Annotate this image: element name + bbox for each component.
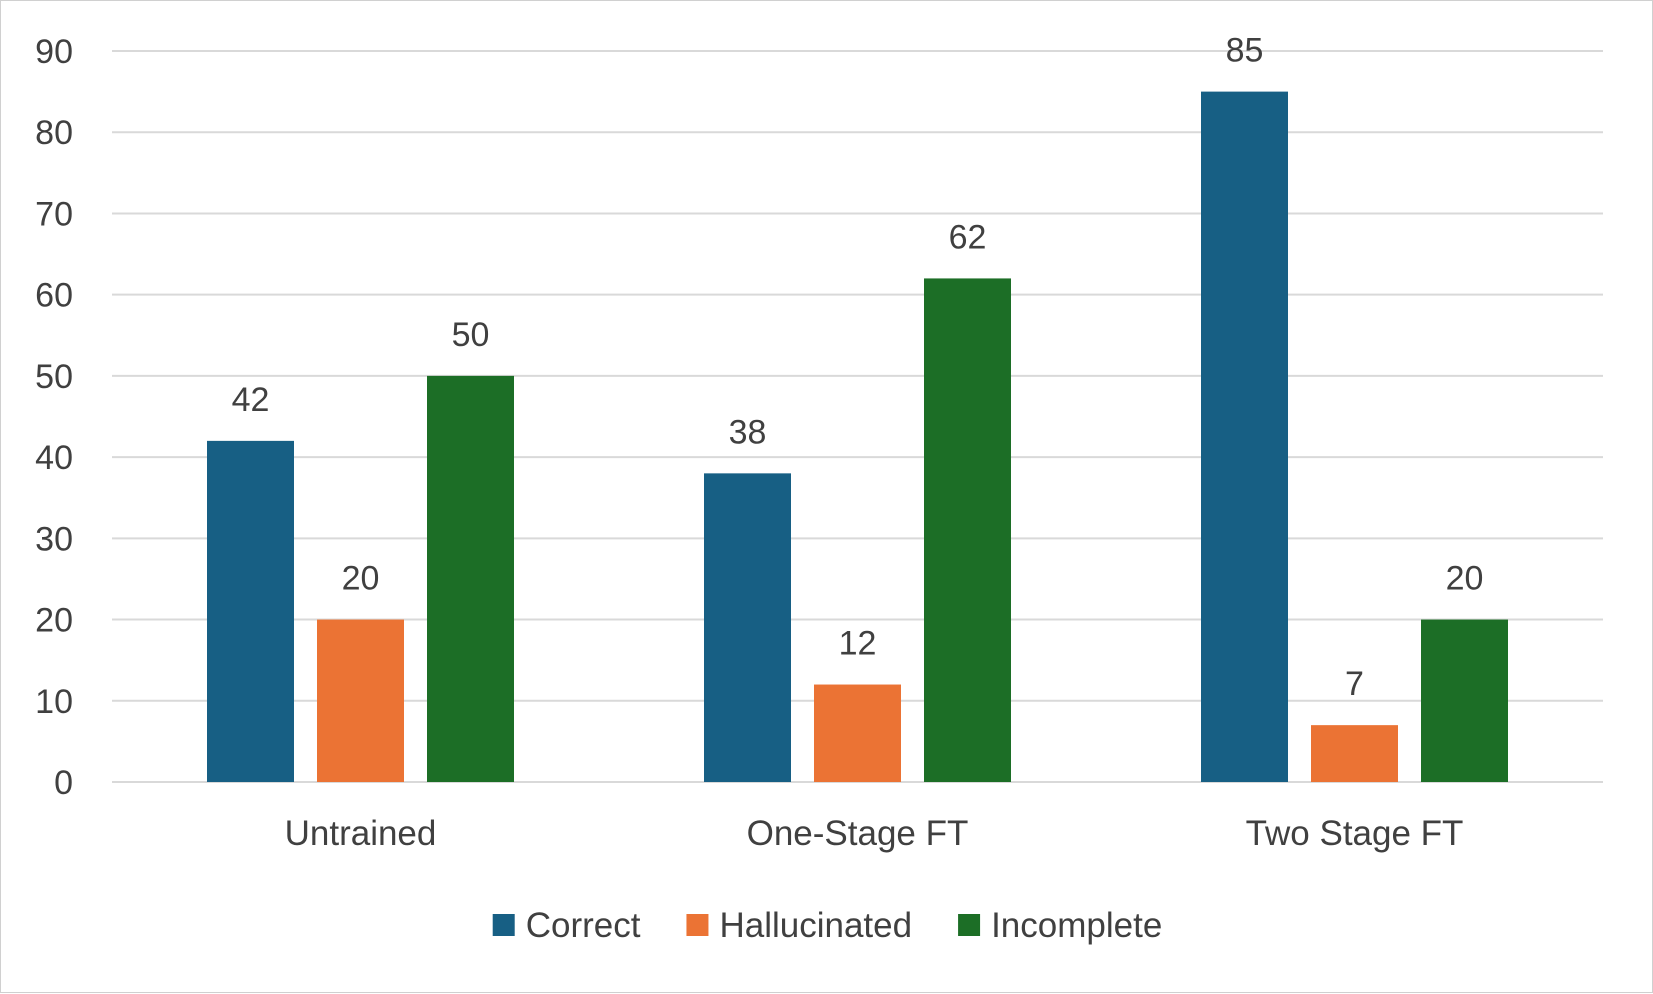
data-label: 38 bbox=[729, 413, 767, 451]
bar-hallucinated-2 bbox=[1311, 725, 1398, 782]
y-tick-label: 20 bbox=[35, 602, 73, 640]
y-tick-label: 70 bbox=[35, 195, 73, 233]
data-labels: 42 20 50 38 12 62 85 7 20 bbox=[232, 32, 1484, 704]
data-label: 62 bbox=[949, 218, 987, 256]
bar-incomplete-1 bbox=[924, 278, 1011, 782]
y-tick-label: 50 bbox=[35, 358, 73, 396]
legend-swatch bbox=[492, 914, 515, 936]
legend-swatch bbox=[958, 914, 981, 936]
legend: Correct Hallucinated Incomplete bbox=[492, 906, 1162, 945]
y-tick-label: 90 bbox=[35, 33, 73, 71]
data-label: 50 bbox=[452, 316, 490, 354]
legend-item-incomplete: Incomplete bbox=[958, 906, 1162, 945]
bar-hallucinated-1 bbox=[814, 684, 901, 782]
legend-label: Hallucinated bbox=[719, 906, 912, 945]
data-label: 7 bbox=[1345, 665, 1364, 703]
data-label: 42 bbox=[232, 381, 270, 419]
data-label: 20 bbox=[342, 560, 380, 598]
legend-item-hallucinated: Hallucinated bbox=[686, 906, 912, 945]
legend-item-correct: Correct bbox=[492, 906, 641, 945]
bar-correct-0 bbox=[207, 440, 294, 782]
bar-incomplete-0 bbox=[427, 375, 514, 782]
y-tick-label: 10 bbox=[35, 683, 73, 721]
bar-correct-2 bbox=[1201, 91, 1288, 783]
legend-label: Incomplete bbox=[991, 906, 1162, 945]
bars bbox=[207, 91, 1508, 783]
x-category-label: One-Stage FT bbox=[747, 814, 969, 853]
legend-swatch bbox=[686, 914, 709, 936]
legend-label: Correct bbox=[526, 906, 641, 945]
data-label: 85 bbox=[1226, 32, 1264, 70]
x-category-label: Untrained bbox=[285, 814, 437, 853]
y-tick-label: 60 bbox=[35, 277, 73, 315]
y-tick-label: 30 bbox=[35, 520, 73, 558]
y-axis-ticks: 0 10 20 30 40 50 60 70 80 90 bbox=[35, 33, 73, 802]
y-tick-label: 40 bbox=[35, 439, 73, 477]
data-label: 12 bbox=[839, 625, 877, 663]
data-label: 20 bbox=[1446, 560, 1484, 598]
x-category-label: Two Stage FT bbox=[1246, 814, 1464, 853]
bar-hallucinated-0 bbox=[317, 619, 404, 782]
y-tick-label: 80 bbox=[35, 114, 73, 152]
bar-incomplete-2 bbox=[1421, 619, 1508, 782]
x-axis-categories: Untrained One-Stage FT Two Stage FT bbox=[285, 814, 1464, 853]
y-tick-label: 0 bbox=[54, 764, 73, 802]
bar-correct-1 bbox=[704, 473, 791, 782]
